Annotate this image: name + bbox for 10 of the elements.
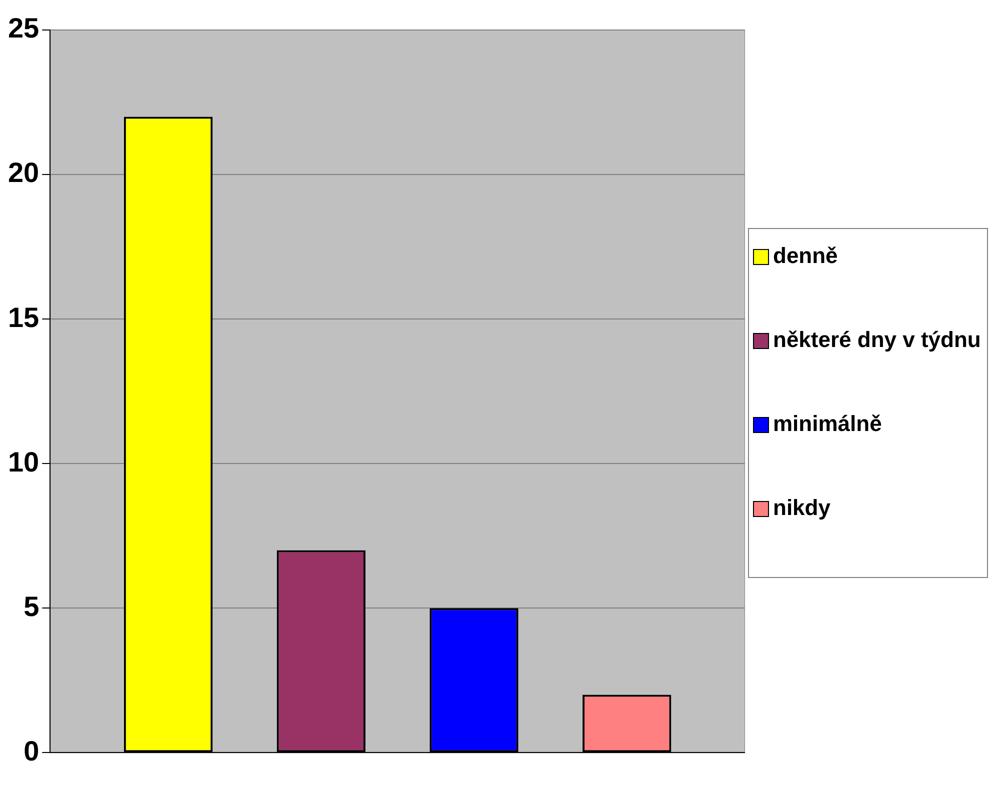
legend-label: nikdy <box>773 495 830 521</box>
legend-label: minimálně <box>773 411 882 437</box>
legend-label: denně <box>773 243 838 269</box>
y-tick-label: 10 <box>8 446 40 478</box>
y-tick-label: 15 <box>8 302 40 333</box>
legend-label: některé dny v týdnu <box>773 327 981 353</box>
y-tick-label: 5 <box>24 590 40 622</box>
y-tick-label: 0 <box>24 735 40 766</box>
y-tick-label: 25 <box>8 12 40 44</box>
y-tick-label: 20 <box>8 157 40 188</box>
